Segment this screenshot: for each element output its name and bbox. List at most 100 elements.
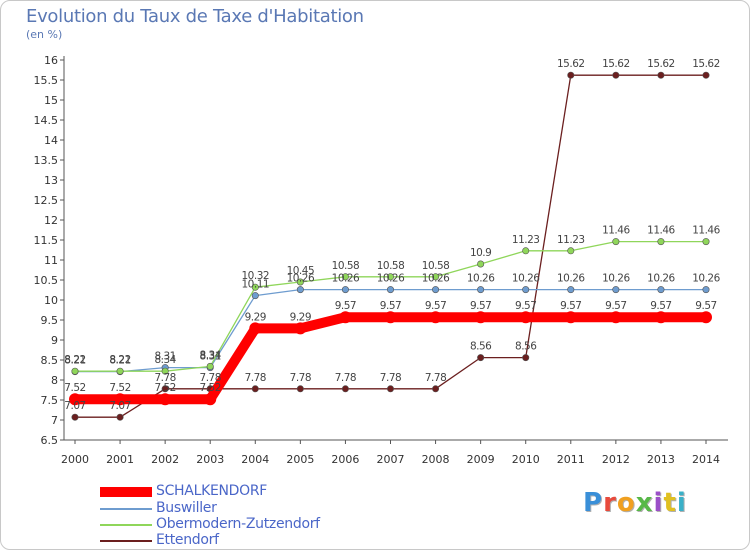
data-label: 11.46 [602,225,630,237]
logo-letter: i [653,488,664,518]
data-point [522,247,530,255]
data-point [432,273,440,281]
data-label: 10.26 [467,273,495,285]
y-tick-label: 14.5 [34,114,59,127]
data-label: 7.78 [154,372,175,384]
data-point [296,278,304,286]
data-point [69,393,81,406]
logo-letter: o [616,488,636,518]
y-tick-label: 9 [51,334,58,347]
data-label: 11.23 [557,234,585,246]
y-tick-label: 10 [44,294,58,307]
y-tick-label: 6.5 [41,434,59,447]
proxiti-logo: Proxiti [583,488,687,518]
data-label: 11.23 [512,234,540,246]
data-point [71,413,79,421]
y-tick-label: 9.5 [41,314,59,327]
data-point [159,393,172,406]
x-tick-label: 2012 [602,453,630,466]
y-tick-label: 7.5 [41,394,59,407]
data-label: 7.07 [64,400,85,412]
data-point [341,286,349,294]
y-tick-label: 10.5 [34,274,59,287]
data-label: 10.26 [287,273,315,285]
data-point [386,286,394,294]
data-label: 10.26 [647,273,675,285]
logo-letter: i [676,488,687,518]
legend-swatch [100,524,152,526]
data-label: 11.46 [692,225,720,237]
data-label: 7.78 [380,372,401,384]
data-label: 9.57 [380,300,401,312]
logo-letter: t [663,488,677,518]
data-point [341,385,349,393]
data-point [612,286,620,294]
data-label: 7.52 [64,382,85,394]
x-tick-label: 2000 [61,453,89,466]
legend-swatch [100,508,152,510]
x-tick-label: 2004 [241,453,269,466]
data-label: 15.62 [602,58,630,70]
data-label: 10.9 [470,247,491,259]
data-label: 10.32 [242,270,270,282]
data-label: 9.57 [695,300,716,312]
data-label: 10.26 [422,273,450,285]
data-point [341,273,349,281]
legend-label: Obermodern-Zutzendorf [156,516,320,532]
data-label: 10.26 [377,273,405,285]
legend-swatch [100,487,152,497]
data-label: 8.31 [200,351,221,363]
x-tick-label: 2014 [692,453,720,466]
x-tick-label: 2006 [331,453,359,466]
data-label: 9.57 [605,300,626,312]
data-point [477,286,485,294]
data-label: 7.52 [109,382,130,394]
data-label: 15.62 [692,58,720,70]
data-label: 10.26 [602,273,630,285]
chart-title: Evolution du Taux de Taxe d'Habitation [26,6,364,27]
data-point [296,385,304,393]
data-point [161,385,169,393]
data-label: 9.57 [425,300,446,312]
x-tick-label: 2013 [647,453,675,466]
data-label: 7.52 [200,382,221,394]
data-label: 9.29 [290,311,311,323]
data-point [296,286,304,294]
data-point [612,238,620,246]
y-tick-label: 13.5 [34,154,59,167]
data-label: 7.78 [245,372,266,384]
data-point [386,273,394,281]
x-tick-label: 2003 [196,453,224,466]
data-label: 9.57 [650,300,671,312]
x-tick-label: 2008 [422,453,450,466]
data-label: 7.78 [425,372,446,384]
y-tick-label: 15 [44,94,58,107]
y-tick-label: 8.5 [41,354,59,367]
data-label: 7.78 [200,372,221,384]
y-tick-label: 7 [51,414,58,427]
y-tick-label: 13 [44,174,58,187]
data-point [116,367,124,375]
data-point [294,322,307,335]
data-label: 10.11 [242,279,270,291]
x-tick-label: 2011 [557,453,585,466]
data-label: 8.22 [109,354,130,366]
data-label: 10.58 [332,260,360,272]
data-point [432,286,440,294]
chart-subtitle: (en %) [26,28,63,41]
data-label: 10.26 [332,273,360,285]
data-label: 8.56 [470,341,492,353]
data-label: 8.34 [154,354,176,366]
data-point [429,311,442,324]
data-point [474,311,487,324]
data-point [654,311,667,324]
x-tick-label: 2005 [286,453,314,466]
data-label: 8.31 [154,351,175,363]
data-point [204,393,217,406]
data-point [522,354,530,362]
data-point [477,354,485,362]
data-label: 10.26 [692,273,720,285]
legend-label: Buswiller [156,500,217,516]
